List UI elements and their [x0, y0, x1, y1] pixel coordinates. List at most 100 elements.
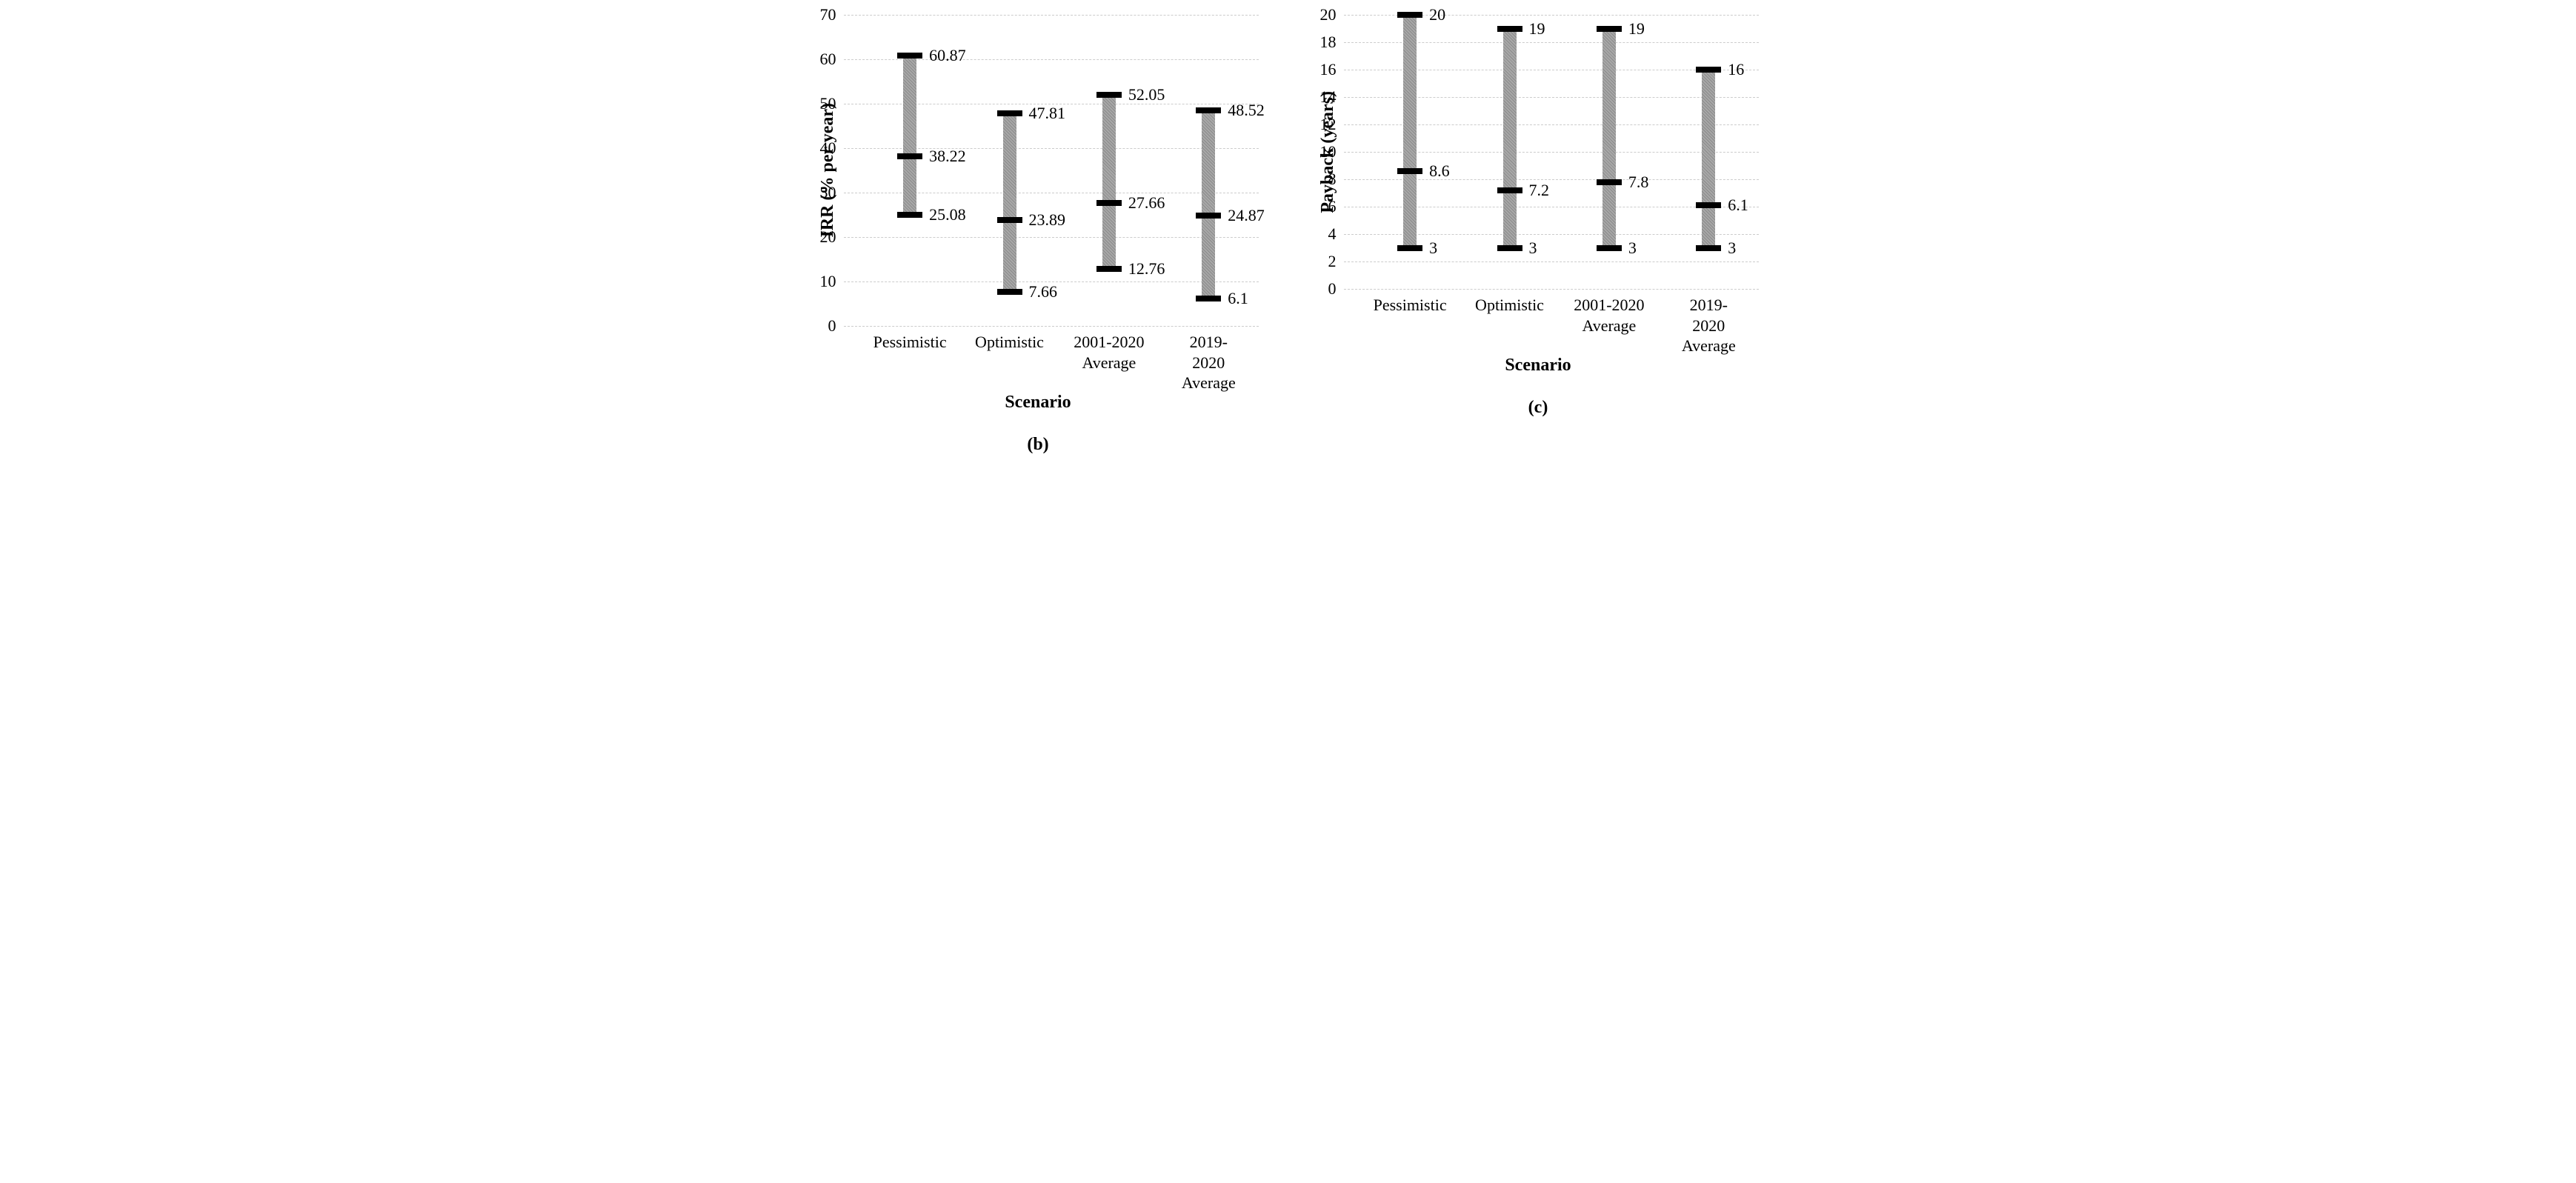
- mid-value-label: 38.22: [929, 147, 966, 166]
- panel-c-chart-wrap: Payback (years) 02468101214161820208.63P…: [1318, 15, 1759, 289]
- high-cap: [997, 110, 1022, 116]
- mid-value-label: 23.89: [1029, 210, 1066, 230]
- xtick-label: 2001-2020Average: [1074, 326, 1144, 373]
- low-cap: [1196, 296, 1221, 301]
- high-value-label: 19: [1628, 19, 1645, 39]
- mid-value-label: 27.66: [1128, 193, 1165, 213]
- xtick-label: Pessimistic: [1374, 289, 1447, 316]
- low-value-label: 3: [1628, 239, 1637, 258]
- ytick-label: 40: [820, 139, 844, 158]
- range-bar: [1202, 110, 1215, 299]
- high-cap: [1096, 92, 1122, 98]
- low-value-label: 3: [1429, 239, 1437, 258]
- mid-cap: [997, 217, 1022, 223]
- mid-cap: [897, 153, 922, 159]
- ytick-label: 10: [1320, 142, 1344, 161]
- ytick-label: 18: [1320, 33, 1344, 52]
- mid-cap: [1696, 202, 1721, 208]
- panel-c-plot-area: 02468101214161820208.63Pessimistic197.23…: [1344, 15, 1759, 289]
- high-cap: [1196, 107, 1221, 113]
- high-value-label: 48.52: [1228, 101, 1265, 120]
- low-value-label: 25.08: [929, 205, 966, 224]
- high-value-label: 47.81: [1029, 104, 1066, 123]
- mid-value-label: 7.2: [1529, 181, 1550, 200]
- high-value-label: 16: [1728, 60, 1744, 79]
- high-value-label: 60.87: [929, 46, 966, 65]
- panel-b-caption: (b): [1027, 435, 1048, 455]
- mid-value-label: 6.1: [1728, 196, 1748, 215]
- ytick-label: 20: [1320, 5, 1344, 24]
- panel-b-xlabel: Scenario: [1005, 393, 1071, 413]
- high-cap: [1497, 26, 1522, 32]
- high-cap: [1696, 67, 1721, 73]
- gridline: [844, 237, 1259, 238]
- panel-b: IRR (% per year) 01020304050607060.8738.…: [818, 15, 1259, 455]
- panel-c-chart: 02468101214161820208.63Pessimistic197.23…: [1344, 15, 1759, 289]
- ytick-label: 14: [1320, 87, 1344, 107]
- panel-c: Payback (years) 02468101214161820208.63P…: [1318, 15, 1759, 418]
- ytick-label: 4: [1328, 224, 1344, 244]
- low-cap: [1096, 266, 1122, 272]
- high-value-label: 19: [1529, 19, 1545, 39]
- low-cap: [1497, 245, 1522, 251]
- xtick-label: 2019-2020Average: [1682, 289, 1736, 356]
- panel-b-chart-wrap: IRR (% per year) 01020304050607060.8738.…: [818, 15, 1259, 326]
- mid-cap: [1397, 168, 1422, 174]
- ytick-label: 12: [1320, 115, 1344, 134]
- low-cap: [1397, 245, 1422, 251]
- high-cap: [897, 53, 922, 59]
- low-cap: [1696, 245, 1721, 251]
- mid-cap: [1497, 187, 1522, 193]
- range-bar: [1503, 29, 1517, 248]
- gridline: [844, 15, 1259, 16]
- low-cap: [897, 212, 922, 218]
- low-cap: [1597, 245, 1622, 251]
- low-value-label: 3: [1529, 239, 1537, 258]
- range-bar: [1102, 95, 1116, 270]
- xtick-label: Optimistic: [1475, 289, 1544, 316]
- gridline: [1344, 261, 1759, 262]
- charts-container: IRR (% per year) 01020304050607060.8738.…: [15, 15, 2561, 455]
- panel-b-chart: 01020304050607060.8738.2225.08Pessimisti…: [844, 15, 1259, 326]
- low-value-label: 3: [1728, 239, 1736, 258]
- low-value-label: 6.1: [1228, 289, 1248, 308]
- ytick-label: 30: [820, 183, 844, 202]
- ytick-label: 0: [1328, 279, 1344, 299]
- xtick-label: 2001-2020Average: [1574, 289, 1644, 336]
- xtick-label: Optimistic: [975, 326, 1044, 353]
- mid-cap: [1096, 200, 1122, 206]
- ytick-label: 10: [820, 272, 844, 291]
- ytick-label: 60: [820, 50, 844, 69]
- high-value-label: 20: [1429, 5, 1445, 24]
- ytick-label: 20: [820, 227, 844, 247]
- ytick-label: 50: [820, 94, 844, 113]
- high-value-label: 52.05: [1128, 85, 1165, 104]
- low-value-label: 12.76: [1128, 259, 1165, 279]
- range-bar: [1403, 15, 1417, 248]
- mid-value-label: 8.6: [1429, 161, 1450, 181]
- range-bar: [1702, 70, 1715, 248]
- high-cap: [1597, 26, 1622, 32]
- ytick-label: 8: [1328, 170, 1344, 189]
- panel-b-plot-area: 01020304050607060.8738.2225.08Pessimisti…: [844, 15, 1259, 326]
- xtick-label: Pessimistic: [873, 326, 947, 353]
- mid-value-label: 24.87: [1228, 206, 1265, 225]
- xtick-label: 2019-2020Average: [1182, 326, 1236, 393]
- panel-b-ylabel: IRR (% per year): [818, 103, 838, 238]
- ytick-label: 16: [1320, 60, 1344, 79]
- mid-cap: [1196, 213, 1221, 219]
- mid-value-label: 7.8: [1628, 173, 1649, 192]
- ytick-label: 0: [828, 316, 844, 336]
- ytick-label: 70: [820, 5, 844, 24]
- ytick-label: 6: [1328, 197, 1344, 216]
- panel-c-xlabel: Scenario: [1505, 356, 1571, 376]
- range-bar: [903, 56, 916, 215]
- high-cap: [1397, 12, 1422, 18]
- range-bar: [1602, 29, 1616, 248]
- mid-cap: [1597, 179, 1622, 185]
- ytick-label: 2: [1328, 252, 1344, 271]
- panel-c-caption: (c): [1528, 398, 1548, 418]
- range-bar: [1003, 113, 1016, 292]
- low-value-label: 7.66: [1029, 282, 1058, 301]
- low-cap: [997, 289, 1022, 295]
